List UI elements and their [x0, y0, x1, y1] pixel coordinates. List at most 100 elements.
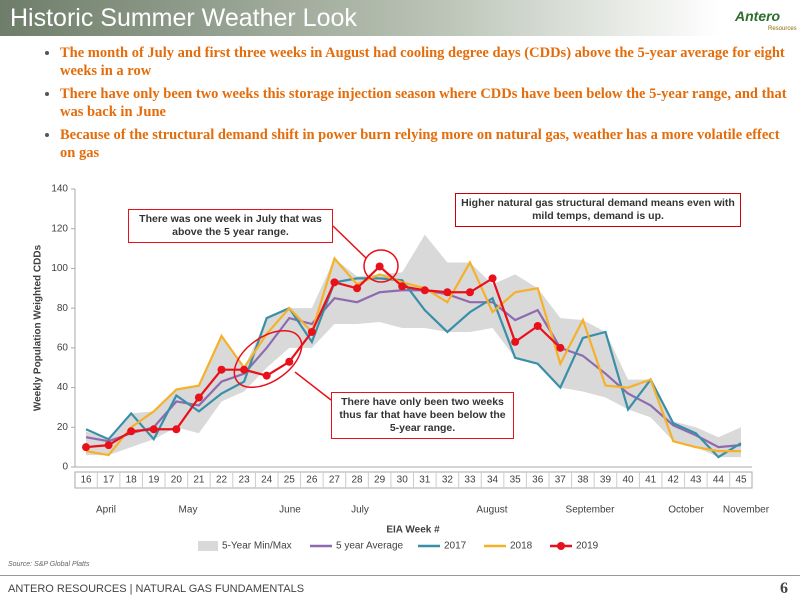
callout-circle: [233, 329, 303, 389]
x-tick-label: 37: [555, 475, 567, 486]
y-tick-label: 100: [51, 263, 68, 274]
x-tick-label: 27: [329, 475, 341, 486]
x-tick-label: 39: [600, 475, 612, 486]
y-tick-label: 20: [57, 422, 69, 433]
annotation: There was one week in July that was abov…: [128, 209, 333, 243]
connector: [294, 371, 332, 401]
legend-label: 5 year Average: [336, 541, 404, 552]
point: [511, 337, 520, 346]
month-label: June: [279, 505, 301, 516]
bullet: Because of the structural demand shift i…: [60, 126, 790, 162]
x-tick-label: 23: [239, 475, 251, 486]
callout-circle: [363, 249, 399, 283]
point: [172, 425, 181, 434]
x-tick-label: 36: [532, 475, 544, 486]
source: Source: S&P Global Platts: [8, 561, 90, 568]
x-tick-label: 18: [126, 475, 138, 486]
point: [533, 322, 542, 331]
series-line: [85, 289, 742, 449]
month-label: July: [351, 505, 369, 516]
x-tick-label: 40: [623, 475, 635, 486]
x-tick-label: 45: [735, 475, 747, 486]
point: [465, 288, 474, 297]
x-tick-label: 44: [713, 475, 725, 486]
x-tick-label: 41: [645, 475, 657, 486]
point: [556, 343, 565, 352]
y-tick-label: 40: [57, 382, 69, 393]
x-tick-label: 35: [510, 475, 522, 486]
connector: [332, 225, 367, 259]
legend-label: 2017: [444, 541, 467, 552]
series-line: [85, 256, 741, 457]
y-tick-label: 80: [57, 303, 69, 314]
legend-label: 5-Year Min/Max: [222, 541, 292, 552]
x-tick-label: 21: [193, 475, 205, 486]
point: [443, 288, 452, 297]
month-label: April: [96, 505, 116, 516]
legend-swatch: [557, 542, 565, 550]
bullets: The month of July and first three weeks …: [28, 44, 790, 167]
x-axis-title: EIA Week #: [386, 525, 440, 536]
x-tick-label: 25: [284, 475, 296, 486]
title: Historic Summer Weather Look: [10, 4, 357, 32]
x-tick-label: 31: [419, 475, 431, 486]
legend-label: 2019: [576, 541, 599, 552]
series-line: [85, 277, 742, 459]
x-tick-label: 16: [80, 475, 92, 486]
legend-label: 2018: [510, 541, 533, 552]
month-label: November: [723, 505, 770, 516]
y-axis-title: Weekly Population Weighted CDDs: [33, 244, 44, 411]
point: [104, 441, 113, 450]
month-label: October: [668, 505, 704, 516]
point: [262, 371, 271, 380]
point: [488, 274, 497, 283]
bullet: There have only been two weeks this stor…: [60, 85, 790, 121]
point: [398, 282, 407, 291]
x-tick-label: 26: [306, 475, 318, 486]
x-tick-label: 20: [171, 475, 183, 486]
x-tick-label: 43: [690, 475, 702, 486]
x-tick-label: 17: [103, 475, 115, 486]
point: [330, 278, 339, 287]
legend-swatch: [198, 541, 218, 551]
y-tick-label: 0: [62, 462, 68, 473]
x-tick-label: 33: [464, 475, 476, 486]
x-tick-label: 19: [148, 475, 160, 486]
x-tick-label: 22: [216, 475, 228, 486]
point: [307, 327, 316, 336]
x-tick-label: 24: [261, 475, 273, 486]
point: [240, 365, 249, 374]
point: [217, 365, 226, 374]
point: [194, 393, 203, 402]
x-tick-label: 32: [442, 475, 454, 486]
y-tick-label: 60: [57, 342, 69, 353]
bullet: The month of July and first three weeks …: [60, 44, 790, 80]
rule: [0, 575, 800, 576]
logo-sub: Resources: [768, 26, 797, 32]
series-line: [85, 264, 562, 449]
page-number: 6: [780, 580, 788, 597]
x-tick-label: 42: [668, 475, 680, 486]
x-tick-label: 28: [351, 475, 363, 486]
point: [420, 286, 429, 295]
annotation: Higher natural gas structural demand mea…: [455, 193, 741, 227]
y-tick-label: 120: [51, 223, 68, 234]
annotation: There have only been two weeks thus far …: [331, 392, 514, 439]
x-tick-label: 29: [374, 475, 386, 486]
point: [285, 357, 294, 366]
month-label: September: [566, 505, 616, 516]
x-tick-label: 38: [577, 475, 589, 486]
month-label: May: [179, 505, 198, 516]
x-tick-label: 34: [487, 475, 499, 486]
month-label: August: [476, 505, 507, 516]
y-tick-label: 140: [51, 184, 68, 195]
x-tick-label: 30: [397, 475, 409, 486]
point: [375, 262, 384, 271]
point: [149, 425, 158, 434]
point: [353, 284, 362, 293]
footer: ANTERO RESOURCES | NATURAL GAS FUNDAMENT…: [8, 583, 305, 595]
point: [127, 427, 136, 436]
title-bar: [0, 0, 720, 36]
